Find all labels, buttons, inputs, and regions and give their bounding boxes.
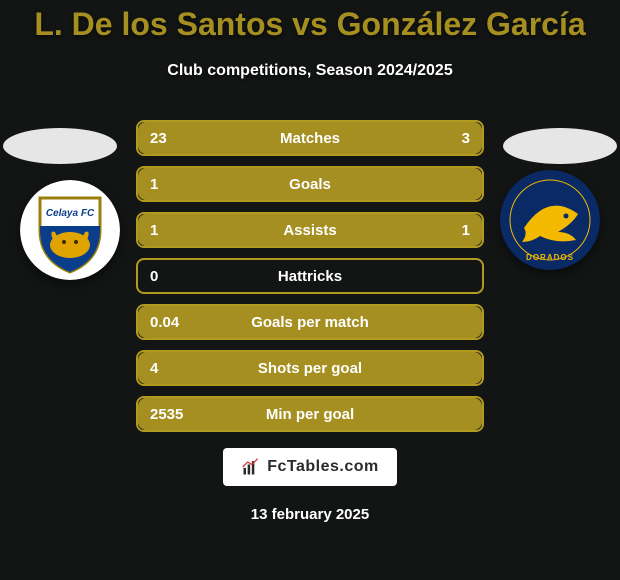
stat-label: Goals per match	[138, 314, 482, 331]
stat-row: 1Goals	[136, 166, 484, 202]
badge-left-text: Celaya FC	[46, 208, 95, 219]
stat-label: Hattricks	[138, 268, 482, 285]
page-title: L. De los Santos vs González García	[0, 6, 620, 43]
branding: FcTables.com	[223, 448, 397, 486]
stat-label: Min per goal	[138, 406, 482, 423]
stat-row: 23Matches3	[136, 120, 484, 156]
subtitle: Club competitions, Season 2024/2025	[0, 62, 620, 80]
dorados-fish-icon: DORADOS	[500, 170, 600, 270]
celaya-shield-icon: Celaya FC	[20, 180, 120, 280]
date-text: 13 february 2025	[0, 506, 620, 523]
stat-label: Assists	[138, 222, 482, 239]
stat-label: Goals	[138, 176, 482, 193]
stat-label: Matches	[138, 130, 482, 147]
stat-label: Shots per goal	[138, 360, 482, 377]
branding-chart-icon	[241, 457, 261, 477]
stat-row: 4Shots per goal	[136, 350, 484, 386]
branding-text: FcTables.com	[267, 458, 379, 476]
stat-value-right: 3	[462, 130, 470, 147]
stats-container: 23Matches31Goals1Assists10Hattricks0.04G…	[136, 120, 484, 432]
comparison-infographic: L. De los Santos vs González García Club …	[0, 0, 620, 580]
stat-value-right: 1	[462, 222, 470, 239]
stat-row: 0Hattricks	[136, 258, 484, 294]
team-badge-left: Celaya FC	[20, 180, 120, 280]
stat-row: 0.04Goals per match	[136, 304, 484, 340]
team-badge-right: DORADOS	[500, 170, 600, 270]
badge-right-text: DORADOS	[526, 253, 574, 262]
stat-row: 1Assists1	[136, 212, 484, 248]
left-ellipse-shadow	[3, 128, 117, 164]
stat-row: 2535Min per goal	[136, 396, 484, 432]
right-ellipse-shadow	[503, 128, 617, 164]
